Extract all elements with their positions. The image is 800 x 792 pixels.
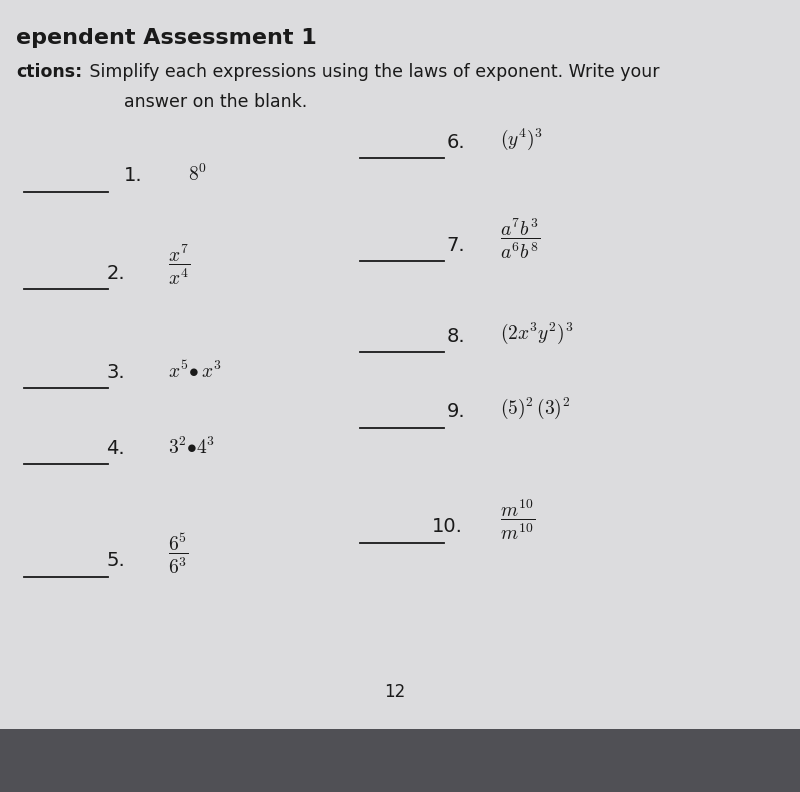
Text: $3^2{\bullet}4^3$: $3^2{\bullet}4^3$ [168, 436, 215, 458]
Text: 7.: 7. [446, 236, 465, 255]
Text: $\dfrac{6^5}{6^3}$: $\dfrac{6^5}{6^3}$ [168, 531, 189, 576]
Text: $(5)^2\,(3)^2$: $(5)^2\,(3)^2$ [500, 396, 570, 421]
Text: $(2x^3y^2)^3$: $(2x^3y^2)^3$ [500, 321, 574, 346]
Text: $\dfrac{a^7b^3}{a^6b^8}$: $\dfrac{a^7b^3}{a^6b^8}$ [500, 216, 540, 261]
Text: $(y^4)^3$: $(y^4)^3$ [500, 127, 543, 152]
Text: ependent Assessment 1: ependent Assessment 1 [16, 28, 317, 48]
Text: 12: 12 [384, 683, 406, 701]
Text: $x^5{\bullet}\,x^3$: $x^5{\bullet}\,x^3$ [168, 360, 222, 382]
FancyBboxPatch shape [0, 729, 800, 792]
Text: 1.: 1. [124, 166, 142, 185]
Text: ctions:: ctions: [16, 63, 82, 82]
Text: 2.: 2. [106, 264, 125, 283]
Text: 6.: 6. [446, 133, 465, 152]
FancyBboxPatch shape [0, 0, 800, 737]
Text: Simplify each expressions using the laws of exponent. Write your: Simplify each expressions using the laws… [84, 63, 659, 82]
Text: 5.: 5. [106, 551, 125, 570]
Text: $\dfrac{x^7}{x^4}$: $\dfrac{x^7}{x^4}$ [168, 242, 190, 287]
Text: 4.: 4. [106, 439, 125, 458]
Text: 8.: 8. [446, 327, 465, 346]
Text: 10.: 10. [432, 517, 463, 536]
Text: $8^0$: $8^0$ [188, 164, 207, 185]
Text: answer on the blank.: answer on the blank. [124, 93, 307, 112]
Text: 9.: 9. [446, 402, 465, 421]
Text: $\dfrac{m^{10}}{m^{10}}$: $\dfrac{m^{10}}{m^{10}}$ [500, 497, 535, 542]
Text: 3.: 3. [106, 363, 125, 382]
